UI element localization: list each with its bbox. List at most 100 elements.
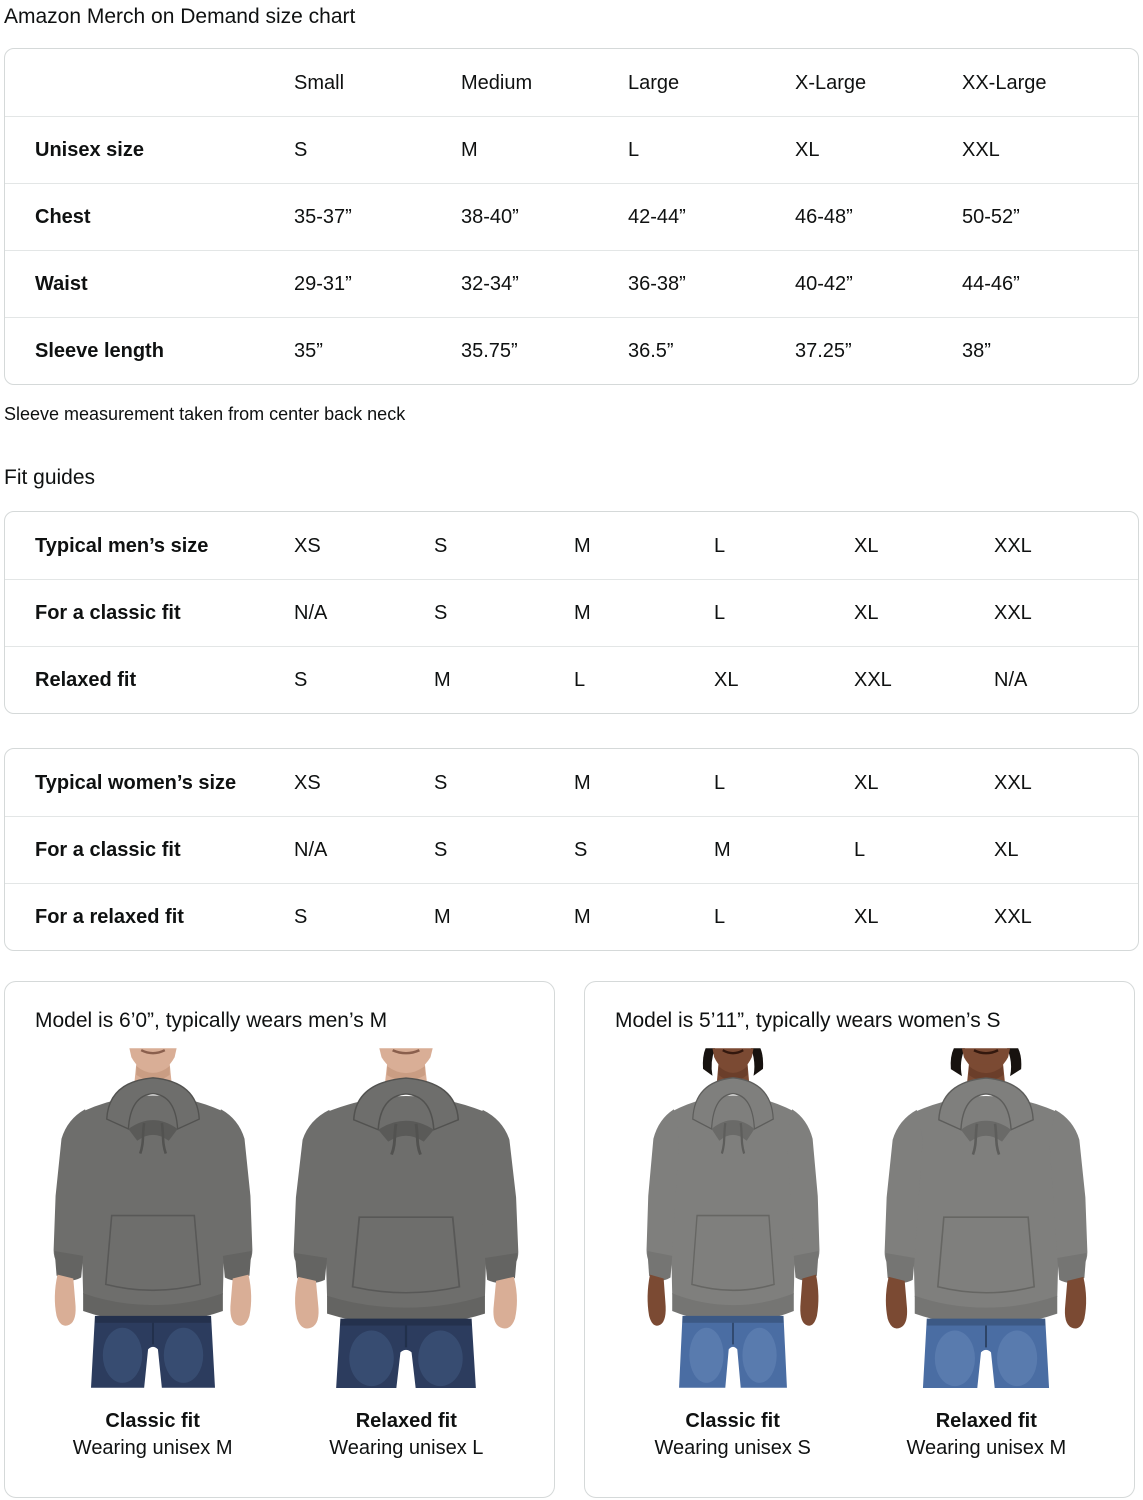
cell-value: XXL: [994, 906, 1032, 928]
wearing-label: Wearing unisex M: [72, 1437, 233, 1459]
cell-value: 35-37”: [294, 206, 352, 228]
cell-value: 32-34”: [461, 273, 519, 295]
fit-label: Classic fit: [685, 1410, 780, 1432]
figure-mens-classic: Classic fit Wearing unisex M: [27, 1048, 279, 1462]
table-row-waist: Waist 29-31” 32-34” 36-38” 40-42” 44-46”: [5, 250, 1138, 317]
mens-model-card: Model is 6’0”, typically wears men’s M C…: [4, 981, 555, 1498]
cell-value: 35”: [294, 340, 323, 362]
table-row-typical-womens-size: Typical women’s size XS S M L XL XXL: [5, 749, 1138, 816]
cell-value: N/A: [294, 602, 328, 624]
cell-value: M: [714, 839, 731, 861]
row-label: Typical men’s size: [35, 534, 209, 557]
cell-value: 50-52”: [962, 206, 1020, 228]
sleeve-measurement-note: Sleeve measurement taken from center bac…: [4, 404, 406, 424]
womens-model-card: Model is 5’11”, typically wears women’s …: [584, 981, 1135, 1498]
cell-value: XXL: [962, 139, 1000, 161]
wearing-label: Wearing unisex M: [906, 1437, 1067, 1459]
table-row-womens-classic-fit: For a classic fit N/A S S M L XL: [5, 816, 1138, 883]
cell-value: L: [714, 771, 726, 794]
table-row-mens-classic-fit: For a classic fit N/A S M L XL XXL: [5, 579, 1138, 646]
size-chart-table: Small Medium Large X-Large XX-Large Unis…: [4, 48, 1139, 385]
model-cards-row: Model is 6’0”, typically wears men’s M C…: [4, 981, 1139, 1498]
model-photo-womens-classic-fit: [644, 1048, 821, 1388]
row-label: For a relaxed fit: [35, 906, 184, 928]
cell-value: 38-40”: [461, 206, 519, 228]
table-row-typical-mens-size: Typical men’s size XS S M L XL XXL: [5, 512, 1138, 579]
cell-value: 40-42”: [795, 273, 853, 295]
cell-value: S: [434, 602, 448, 624]
fit-label: Relaxed fit: [935, 1410, 1037, 1432]
cell-value: 44-46”: [962, 273, 1020, 295]
cell-value: L: [574, 669, 586, 691]
figure-caption: Classic fit Wearing unisex S: [654, 1408, 810, 1462]
cell-value: S: [294, 669, 308, 691]
cell-value: 38”: [962, 340, 991, 362]
cell-value: XL: [854, 602, 879, 624]
cell-value: XS: [294, 534, 321, 557]
row-label: For a classic fit: [35, 839, 181, 861]
card-title: Model is 5’11”, typically wears women’s …: [615, 1009, 1001, 1032]
cell-value: S: [434, 771, 448, 794]
row-label: Waist: [35, 273, 88, 295]
cell-value: XXL: [994, 771, 1032, 794]
header-cell-xx-large: XX-Large: [962, 71, 1047, 94]
cell-value: S: [294, 139, 308, 161]
table-row-mens-relaxed-fit: Relaxed fit S M L XL XXL N/A: [5, 646, 1138, 713]
womens-fit-table: Typical women’s size XS S M L XL XXL For…: [4, 748, 1139, 951]
cell-value: M: [574, 906, 591, 928]
header-cell-medium: Medium: [461, 71, 533, 94]
page-title: Amazon Merch on Demand size chart: [4, 5, 356, 28]
figure-caption: Relaxed fit Wearing unisex L: [329, 1408, 483, 1462]
row-label: Chest: [35, 206, 91, 228]
cell-value: 35.75”: [461, 340, 518, 362]
cell-value: S: [294, 906, 308, 928]
table-row-sleeve-length: Sleeve length 35” 35.75” 36.5” 37.25” 38…: [5, 317, 1138, 384]
cell-value: M: [434, 906, 451, 928]
figure-caption: Relaxed fit Wearing unisex M: [906, 1408, 1066, 1462]
wearing-label: Wearing unisex S: [654, 1437, 811, 1459]
cell-value: M: [574, 771, 591, 794]
cell-value: N/A: [994, 669, 1028, 691]
cell-value: 46-48”: [795, 206, 853, 228]
cell-value: XXL: [994, 534, 1032, 557]
cell-value: L: [714, 534, 726, 557]
cell-value: 36.5”: [628, 340, 674, 362]
table-header-row: Small Medium Large X-Large XX-Large: [5, 49, 1138, 116]
cell-value: L: [628, 139, 640, 161]
cell-value: M: [574, 602, 591, 624]
table-row-womens-relaxed-fit: For a relaxed fit S M M L XL XXL: [5, 883, 1138, 950]
cell-value: S: [434, 839, 448, 861]
cell-value: M: [461, 139, 478, 161]
cell-value: S: [434, 534, 448, 557]
cell-value: 37.25”: [795, 340, 852, 362]
figures-row: Classic fit Wearing unisex M Relaxed fit…: [25, 1048, 534, 1462]
model-photo-mens-classic-fit: [51, 1048, 254, 1388]
row-label: Relaxed fit: [35, 669, 137, 691]
cell-value: L: [714, 602, 726, 624]
cell-value: XL: [854, 534, 879, 557]
header-cell-large: Large: [628, 71, 680, 94]
cell-value: N/A: [294, 839, 328, 861]
cell-value: XL: [994, 839, 1019, 861]
model-photo-womens-relaxed-fit: [883, 1048, 1089, 1388]
row-label: Typical women’s size: [35, 771, 237, 794]
cell-value: S: [574, 839, 588, 861]
wearing-label: Wearing unisex L: [329, 1437, 484, 1459]
cell-value: 42-44”: [628, 206, 686, 228]
cell-value: XL: [854, 771, 879, 794]
cell-value: 29-31”: [294, 273, 352, 295]
mens-fit-table: Typical men’s size XS S M L XL XXL For a…: [4, 511, 1139, 714]
model-photo-mens-relaxed-fit: [292, 1048, 521, 1388]
cell-value: M: [574, 534, 591, 557]
header-cell-x-large: X-Large: [795, 71, 867, 94]
header-cell-small: Small: [294, 71, 345, 94]
cell-value: XL: [795, 139, 820, 161]
fit-label: Classic fit: [105, 1410, 200, 1432]
cell-value: XL: [714, 669, 739, 691]
cell-value: L: [854, 839, 866, 861]
row-label: Sleeve length: [35, 340, 164, 362]
figures-row: Classic fit Wearing unisex S Relaxed fit…: [605, 1048, 1114, 1462]
cell-value: XXL: [854, 669, 892, 691]
cell-value: XL: [854, 906, 879, 928]
